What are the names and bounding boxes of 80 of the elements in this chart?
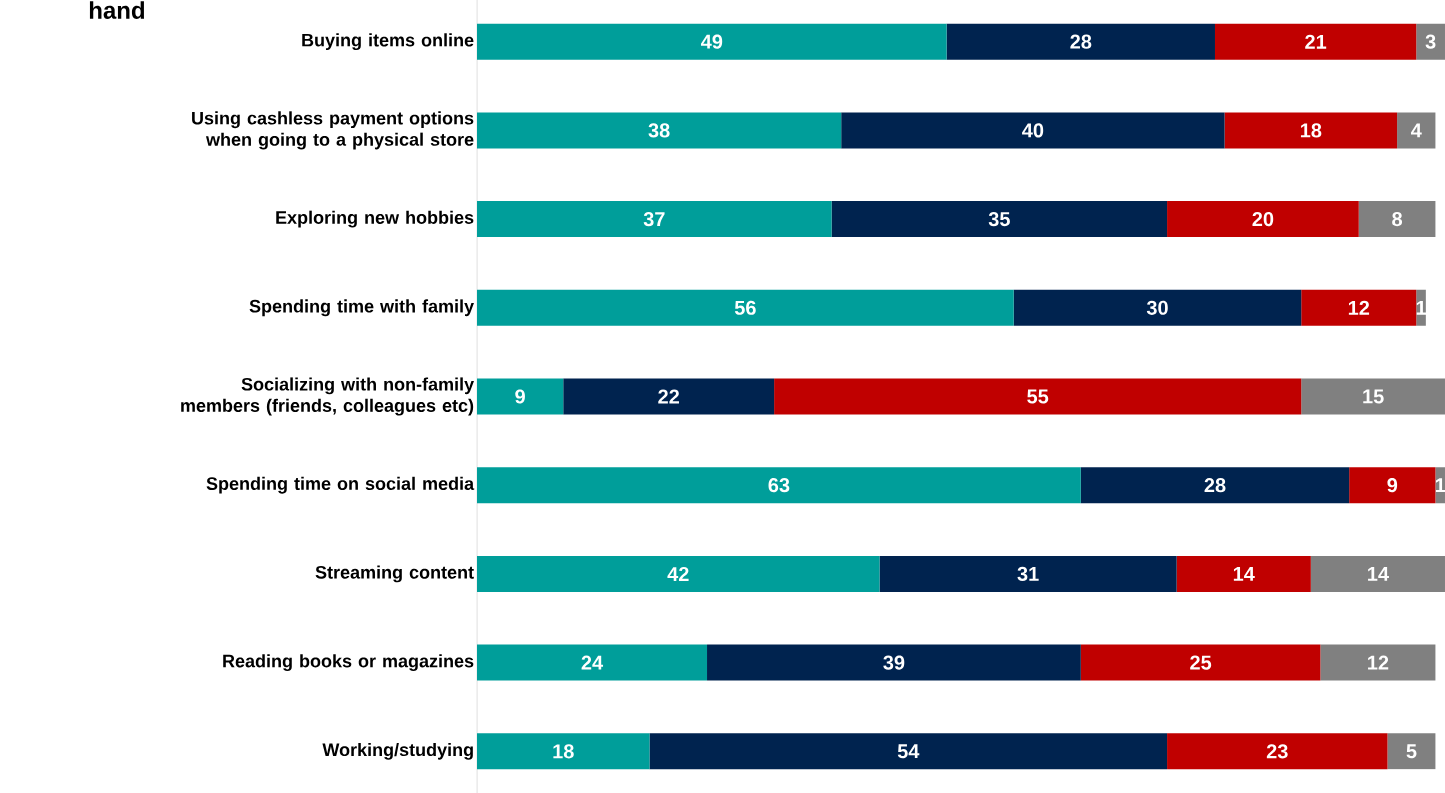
data-label: 12: [1368, 655, 1389, 670]
data-label: 14: [1233, 567, 1255, 581]
data-label: 5: [1406, 744, 1417, 759]
bar: [1320, 644, 1436, 681]
bar: [1167, 733, 1388, 770]
bar: [1080, 644, 1321, 681]
bar: [477, 23, 947, 60]
y-tick-label: Spending time with family: [249, 299, 474, 317]
bar: [879, 555, 1177, 592]
y-tick-label: Buying items online: [302, 33, 474, 51]
data-label: 40: [1022, 123, 1044, 138]
data-label: 9: [515, 389, 525, 404]
data-label: 18: [1300, 123, 1322, 138]
data-label: 35: [988, 211, 1010, 227]
data-label: 22: [658, 389, 679, 404]
y-tick-label: Spending time on social media: [206, 476, 475, 494]
data-label: 14: [1368, 567, 1389, 581]
data-label: 38: [648, 123, 670, 138]
data-label: 49: [700, 34, 723, 49]
data-label: 54: [897, 744, 920, 759]
bar: [946, 23, 1215, 60]
data-label: 23: [1266, 744, 1288, 759]
bar: [1301, 378, 1445, 415]
data-label: 28: [1204, 478, 1226, 493]
bar: [1301, 289, 1417, 326]
bar: [1080, 467, 1350, 504]
data-label: 18: [553, 744, 574, 759]
bar: [563, 378, 775, 415]
data-label: 25: [1190, 655, 1212, 670]
data-label: 39: [883, 655, 905, 670]
bar: [841, 112, 1225, 149]
data-label: 37: [643, 211, 665, 227]
y-tick-label: Using cashless payment options when going to a physical store: [192, 111, 474, 150]
data-label: 55: [1027, 389, 1049, 404]
bar: [477, 289, 1014, 326]
data-label: 12: [1348, 300, 1370, 315]
bar: [1310, 555, 1445, 592]
data-label: 3: [1425, 34, 1436, 49]
bar: [1224, 112, 1398, 149]
bar: [477, 644, 708, 681]
y-tick-label: Working/studying: [322, 742, 473, 760]
data-label: 30: [1146, 300, 1168, 315]
data-label: 15: [1363, 389, 1384, 404]
data-label: 42: [667, 566, 689, 581]
bar: [831, 201, 1168, 238]
y-tick-label: Streaming content: [315, 565, 474, 583]
text: hand: [89, 1, 145, 19]
data-label: 24: [581, 655, 604, 670]
bar: [1013, 289, 1302, 326]
bar: [1167, 201, 1359, 238]
bar: [477, 378, 564, 415]
y-tick-label: Exploring new hobbies: [276, 210, 474, 228]
y-tick-label: Socializing with non-family members (friends, colleagues etc): [181, 377, 474, 416]
data-label: 28: [1070, 34, 1092, 49]
bar: [1214, 23, 1417, 60]
data-label: 9: [1387, 478, 1398, 493]
bar: [649, 733, 1168, 770]
bar: [477, 467, 1081, 504]
bar: [1397, 112, 1436, 149]
data-label: 31: [1017, 566, 1039, 581]
bar: [1387, 733, 1436, 770]
data-label: 56: [734, 300, 756, 315]
bar: [774, 378, 1302, 415]
data-label: 1: [1416, 300, 1427, 315]
bar: [477, 733, 650, 770]
bar: [477, 112, 842, 149]
bar: [1349, 467, 1436, 504]
data-label: 63: [768, 478, 790, 493]
data-label: 21: [1305, 34, 1327, 49]
y-tick-label: Reading books or magazines: [223, 654, 474, 672]
bar: [707, 644, 1081, 681]
bar: [477, 555, 880, 592]
bar: [1358, 201, 1436, 238]
data-label: 20: [1252, 212, 1274, 227]
data-label: 8: [1392, 212, 1403, 227]
bar: [1176, 555, 1311, 592]
bar: [1416, 23, 1445, 60]
data-label: 4: [1411, 123, 1422, 138]
bar: [477, 201, 832, 238]
data-label: 1: [1435, 478, 1445, 493]
